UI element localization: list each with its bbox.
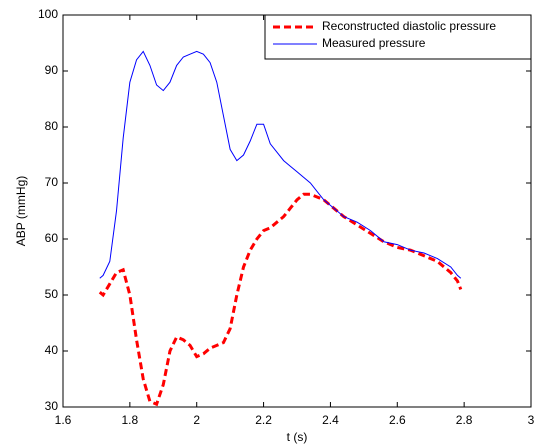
series-line (99, 50, 462, 279)
x-tick-label: 1.8 (122, 413, 139, 427)
y-tick-label: 80 (45, 119, 59, 133)
y-tick-label: 60 (45, 231, 59, 245)
x-axis-label: t (s) (287, 430, 308, 444)
y-tick-label: 90 (45, 63, 59, 77)
legend-label: Reconstructed diastolic pressure (322, 19, 496, 33)
x-tick-label: 2 (193, 413, 200, 427)
y-tick-label: 70 (45, 175, 59, 189)
legend-box (264, 14, 532, 60)
x-tick-label: 2.8 (456, 413, 473, 427)
x-tick-label: 2.6 (389, 413, 406, 427)
plot-frame (62, 14, 532, 408)
y-axis-label: ABP (mmHg) (14, 176, 28, 246)
x-tick-label: 2.4 (322, 413, 339, 427)
y-tick-label: 30 (45, 399, 59, 413)
x-tick-label: 2.2 (255, 413, 272, 427)
x-tick-label: 1.6 (55, 413, 72, 427)
y-tick-label: 50 (45, 287, 59, 301)
x-tick-label: 3 (528, 413, 535, 427)
y-tick-label: 100 (38, 7, 58, 21)
y-tick-label: 40 (45, 343, 59, 357)
legend-label: Measured pressure (322, 36, 426, 50)
